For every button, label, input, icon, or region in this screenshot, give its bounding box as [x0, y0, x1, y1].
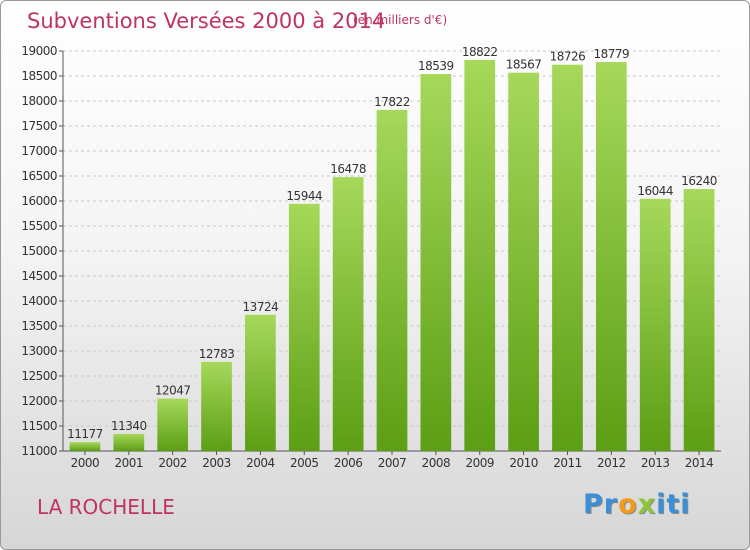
bar [157, 398, 189, 451]
bar [288, 203, 320, 451]
y-tick-label: 16000 [21, 194, 57, 208]
bar-value-label: 18822 [462, 45, 498, 59]
bar-value-label: 16478 [330, 162, 366, 176]
x-tick-label: 2014 [685, 456, 714, 470]
bar-value-label: 16240 [681, 174, 717, 188]
x-tick-label: 2008 [422, 456, 451, 470]
x-tick-label: 2010 [509, 456, 538, 470]
y-tick-label: 13500 [21, 319, 57, 333]
x-tick-label: 2007 [378, 456, 407, 470]
y-tick-label: 11500 [21, 419, 57, 433]
y-tick-label: 18000 [21, 94, 57, 108]
bar [552, 64, 583, 451]
y-tick-label: 18500 [21, 69, 57, 83]
chart-subtitle: (en milliers d'€) [353, 13, 448, 27]
logo-letter: t [666, 489, 681, 520]
y-tick-label: 17500 [21, 119, 57, 133]
x-tick-label: 2000 [71, 456, 100, 470]
x-tick-label: 2004 [246, 456, 275, 470]
bar-value-label: 18726 [550, 50, 586, 64]
labels: 11000 11500 12000 12500 13000 13500 14000 14500… [21, 44, 717, 470]
bar [201, 361, 232, 451]
y-tick-label: 16500 [21, 169, 57, 183]
y-tick-label: 14500 [21, 269, 57, 283]
x-tick-label: 2009 [465, 456, 494, 470]
y-tick-label: 15000 [21, 244, 57, 258]
bar-value-label: 11177 [67, 427, 103, 441]
bar-value-label: 13724 [243, 300, 279, 314]
y-tick-label: 17000 [21, 144, 57, 158]
x-tick-label: 2003 [202, 456, 231, 470]
logo-letter: P [583, 489, 604, 520]
logo-letter: i [656, 489, 667, 520]
x-tick-label: 2006 [334, 456, 363, 470]
bar-value-label: 12783 [199, 347, 235, 361]
bar [508, 72, 539, 452]
y-tick-label: 15500 [21, 219, 57, 233]
bar-value-label: 11340 [111, 419, 147, 433]
logo-letter: x [637, 489, 657, 520]
y-tick-label: 12000 [21, 394, 57, 408]
x-tick-label: 2001 [115, 456, 144, 470]
bars [69, 59, 715, 452]
bar [376, 109, 408, 452]
x-tick-label: 2013 [641, 456, 670, 470]
x-tick-label: 2005 [290, 456, 319, 470]
chart-title: Subventions Versées 2000 à 2014 [27, 9, 386, 33]
y-tick-label: 19000 [21, 44, 57, 58]
logo-letter: r [603, 489, 619, 520]
bar-value-label: 12047 [155, 384, 191, 398]
bar-value-label: 16044 [637, 184, 673, 198]
y-tick-label: 13000 [21, 344, 57, 358]
y-tick-label: 12500 [21, 369, 57, 383]
commune-name: LA ROCHELLE [37, 495, 175, 519]
bar-value-label: 18539 [418, 59, 454, 73]
proxiti-logo: Proxiti [583, 489, 691, 520]
bar [420, 74, 452, 452]
bar-value-label: 18567 [506, 58, 542, 72]
bar-value-label: 15944 [286, 189, 322, 203]
bar [113, 434, 145, 451]
bar-value-label: 18779 [593, 47, 629, 61]
x-tick-label: 2002 [158, 456, 187, 470]
bar [639, 198, 671, 451]
bar [332, 177, 364, 451]
x-tick-label: 2012 [597, 456, 626, 470]
logo-letter: o [618, 489, 638, 520]
logo-letter: i [680, 489, 691, 520]
bar [683, 189, 715, 451]
bar [595, 62, 627, 452]
y-tick-label: 14000 [21, 294, 57, 308]
x-tick-label: 2011 [553, 456, 582, 470]
bar [69, 442, 101, 451]
y-tick-label: 11000 [21, 444, 57, 458]
bar [245, 314, 276, 451]
bar [464, 59, 496, 452]
bar-value-label: 17822 [374, 95, 410, 109]
